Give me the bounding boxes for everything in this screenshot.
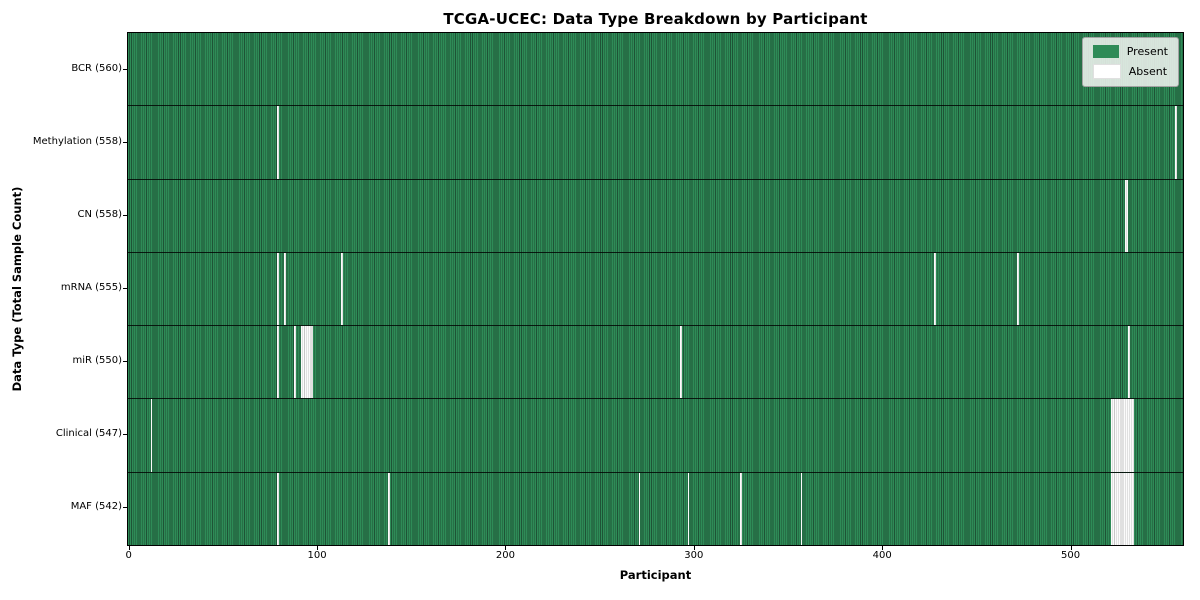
absent-marker <box>679 326 682 399</box>
x-tick-label: 300 <box>684 550 704 561</box>
heatmap-plot: Present Absent <box>127 32 1184 546</box>
x-tick-label: 200 <box>495 550 515 561</box>
y-tick-mark <box>123 288 127 289</box>
heatmap-row-cn <box>128 179 1183 253</box>
absent-marker <box>340 252 343 326</box>
y-tick-label: BCR (560) <box>71 62 122 74</box>
legend-item-absent: Absent <box>1092 64 1168 79</box>
x-tick-label: 0 <box>125 550 132 561</box>
absent-marker <box>276 252 279 326</box>
x-tick-label: 500 <box>1061 550 1081 561</box>
y-tick-label: Methylation (558) <box>32 135 122 147</box>
x-tick-mark <box>882 545 884 550</box>
x-tick-mark <box>505 545 507 550</box>
absent-marker <box>1111 399 1134 472</box>
y-tick-label: mRNA (555) <box>60 282 122 293</box>
heatmap-row-methylation <box>128 106 1183 180</box>
heatmap-row-mrna <box>128 252 1183 327</box>
y-tick-mark <box>123 361 127 363</box>
x-tick-mark <box>128 545 130 550</box>
x-tick-mark <box>317 545 319 550</box>
legend: Present Absent <box>1081 37 1179 87</box>
present-swatch <box>1092 45 1119 58</box>
absent-marker <box>740 472 743 545</box>
absent-marker <box>1124 179 1129 252</box>
y-tick-label: MAF (542) <box>70 501 122 513</box>
absent-marker <box>1017 252 1020 326</box>
x-tick-label: 100 <box>307 550 327 561</box>
absent-marker <box>387 472 390 545</box>
heatmap-row-mir <box>128 326 1183 400</box>
absent-marker <box>1175 106 1178 179</box>
x-tick-mark <box>1070 545 1072 550</box>
y-tick-label: Clinical (547) <box>55 428 122 440</box>
absent-marker <box>800 472 803 545</box>
absent-marker <box>638 472 641 545</box>
absent-marker <box>284 252 287 326</box>
absent-marker <box>293 326 296 399</box>
y-tick-label: CN (558) <box>77 208 122 220</box>
legend-item-present: Present <box>1092 45 1168 58</box>
heatmap-row-bcr <box>128 33 1183 107</box>
y-tick-mark <box>123 141 127 143</box>
absent-marker <box>276 326 279 399</box>
heatmap-row-clinical <box>128 399 1183 473</box>
x-axis-label: Participant <box>619 568 692 582</box>
absent-marker <box>687 472 690 545</box>
absent-marker <box>934 252 937 326</box>
absent-marker <box>301 326 313 399</box>
y-tick-label: miR (550) <box>72 355 122 367</box>
absent-swatch <box>1092 64 1121 79</box>
x-tick-label: 400 <box>872 550 892 561</box>
absent-marker <box>276 472 279 545</box>
absent-marker <box>150 399 153 472</box>
y-tick-mark <box>123 68 127 70</box>
absent-marker <box>1111 472 1134 545</box>
absent-marker <box>1128 326 1131 399</box>
absent-marker <box>276 106 279 179</box>
heatmap-row-maf <box>128 472 1183 545</box>
legend-absent-label: Absent <box>1128 65 1168 78</box>
chart-title: TCGA-UCEC: Data Type Breakdown by Partic… <box>443 10 868 28</box>
heatmap-rows <box>128 33 1183 545</box>
y-tick-mark <box>123 214 127 216</box>
legend-present-label: Present <box>1126 45 1168 58</box>
y-tick-mark <box>123 507 127 509</box>
y-tick-mark <box>123 434 127 436</box>
x-tick-mark <box>693 545 695 550</box>
